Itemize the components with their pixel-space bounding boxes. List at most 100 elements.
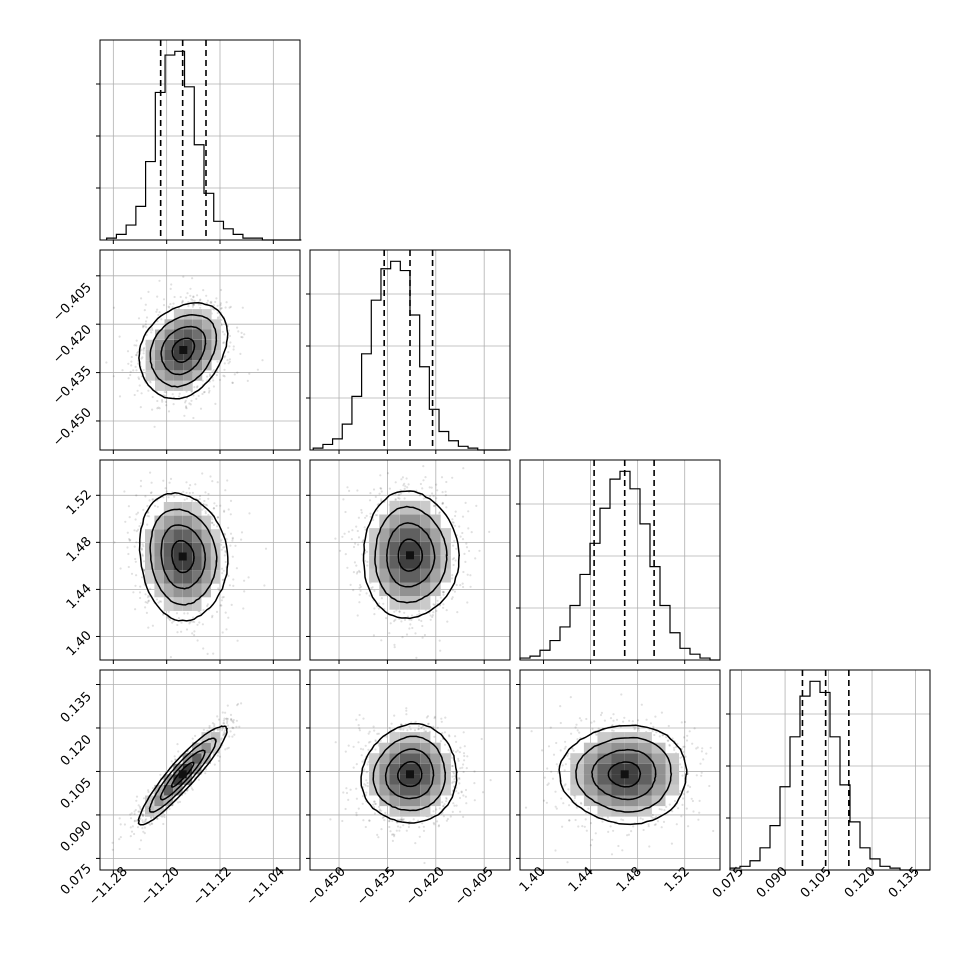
sample-point bbox=[162, 298, 166, 301]
sample-point bbox=[206, 504, 209, 507]
sample-point bbox=[660, 808, 663, 811]
sample-point bbox=[429, 614, 432, 617]
sample-point bbox=[226, 719, 229, 723]
sample-point bbox=[348, 489, 351, 492]
sample-point bbox=[169, 303, 172, 306]
sample-point bbox=[229, 499, 233, 502]
sample-point bbox=[365, 592, 368, 595]
sample-point bbox=[632, 725, 635, 728]
sample-point bbox=[219, 604, 222, 607]
sample-point bbox=[222, 374, 225, 377]
sample-point bbox=[220, 538, 223, 541]
sample-point bbox=[189, 294, 192, 297]
sample-point bbox=[400, 478, 403, 481]
sample-point bbox=[377, 732, 380, 735]
sample-point bbox=[372, 634, 375, 637]
sample-point bbox=[218, 755, 222, 758]
sample-point bbox=[365, 514, 368, 518]
sample-point bbox=[641, 818, 644, 821]
sample-point bbox=[430, 486, 433, 489]
sample-point bbox=[203, 390, 206, 394]
density-cell bbox=[154, 570, 164, 584]
sample-point bbox=[130, 355, 133, 359]
sample-point bbox=[446, 620, 449, 623]
density-cell bbox=[430, 763, 441, 775]
density-cell bbox=[399, 514, 410, 529]
sample-point bbox=[227, 526, 230, 530]
sample-point bbox=[173, 495, 176, 498]
sample-point bbox=[189, 287, 192, 290]
sample-point bbox=[144, 323, 147, 326]
sample-point bbox=[568, 819, 571, 822]
sample-point bbox=[400, 817, 403, 820]
density-cell bbox=[430, 541, 441, 556]
sample-point bbox=[143, 826, 146, 829]
sample-point bbox=[201, 508, 204, 511]
sample-point bbox=[189, 484, 192, 487]
sample-point bbox=[231, 555, 234, 558]
sample-point bbox=[452, 749, 455, 753]
sample-point bbox=[559, 705, 562, 708]
sample-point bbox=[627, 833, 631, 836]
sample-point bbox=[192, 303, 196, 306]
sample-point bbox=[216, 481, 219, 484]
sample-point bbox=[264, 547, 268, 550]
sample-point bbox=[227, 329, 230, 332]
sample-point bbox=[622, 819, 625, 822]
density-cell bbox=[420, 795, 431, 807]
sample-point bbox=[185, 390, 188, 393]
sample-point bbox=[432, 495, 435, 498]
sample-point bbox=[445, 819, 448, 822]
sample-point bbox=[677, 807, 680, 810]
sample-point bbox=[211, 521, 214, 525]
sample-point bbox=[358, 569, 361, 572]
sample-point bbox=[597, 727, 600, 730]
sample-point bbox=[461, 582, 464, 585]
sample-point bbox=[135, 574, 138, 577]
density-cell bbox=[638, 795, 652, 807]
sample-point bbox=[709, 746, 712, 749]
density-cell bbox=[389, 555, 400, 569]
density-cell bbox=[410, 568, 421, 583]
sample-point bbox=[427, 722, 430, 725]
density-cell bbox=[410, 753, 421, 764]
sample-point bbox=[151, 498, 154, 501]
sample-point bbox=[612, 829, 615, 832]
sample-point bbox=[406, 615, 409, 618]
sample-point bbox=[372, 488, 376, 491]
sample-point bbox=[667, 739, 670, 742]
density-cell bbox=[611, 732, 625, 743]
sample-point bbox=[458, 776, 461, 780]
sample-point bbox=[238, 725, 241, 728]
sample-point bbox=[462, 794, 465, 797]
sample-point bbox=[199, 739, 202, 742]
contour-line bbox=[397, 760, 423, 788]
density-cell bbox=[420, 732, 431, 743]
sample-point bbox=[232, 584, 235, 588]
sample-point bbox=[141, 813, 144, 816]
sample-point bbox=[221, 729, 224, 732]
sample-point bbox=[127, 552, 130, 556]
sample-point bbox=[147, 594, 150, 597]
sample-point bbox=[462, 752, 466, 755]
sample-point bbox=[188, 487, 191, 490]
density-cell bbox=[420, 596, 431, 610]
sample-point bbox=[578, 731, 581, 734]
sample-point bbox=[407, 483, 410, 486]
scatter-contour-1-0 bbox=[105, 275, 264, 428]
sample-point bbox=[551, 777, 555, 780]
sample-point bbox=[623, 716, 626, 719]
density-cell bbox=[182, 542, 193, 557]
sample-point bbox=[196, 385, 199, 388]
sample-point bbox=[566, 861, 569, 864]
sample-point bbox=[568, 819, 571, 822]
sample-point bbox=[564, 783, 567, 786]
sample-point bbox=[680, 815, 683, 818]
sample-point bbox=[464, 501, 467, 504]
sample-point bbox=[555, 807, 558, 810]
density-cell bbox=[145, 795, 155, 807]
sample-point bbox=[440, 720, 443, 723]
sample-point bbox=[576, 738, 579, 741]
sample-point bbox=[400, 620, 403, 623]
density-cell bbox=[389, 582, 400, 597]
